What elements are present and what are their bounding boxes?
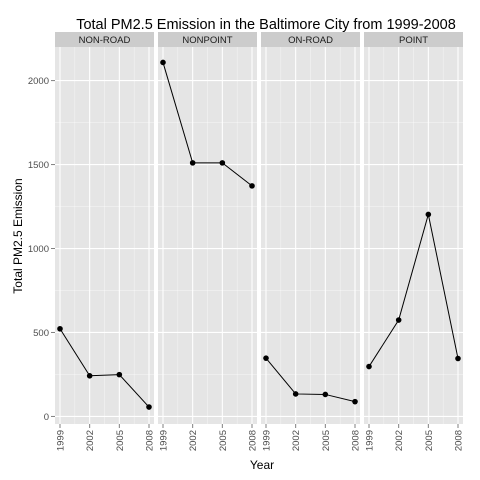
facet-strip — [261, 32, 360, 47]
facet-nonpoint: NONPOINT 1999 2002 2005 2008 — [158, 32, 259, 451]
data-point — [219, 160, 226, 166]
data-point — [86, 373, 93, 379]
y-axis: 0 500 1000 1500 2000 — [28, 76, 55, 423]
x-tick-label: 1999 — [365, 430, 376, 451]
y-tick-label: 1000 — [28, 244, 49, 255]
x-tick-label: 2005 — [218, 430, 229, 451]
data-point — [189, 160, 196, 166]
facet-strip — [158, 32, 257, 47]
data-point — [57, 325, 63, 332]
x-tick-label: 2005 — [115, 430, 126, 451]
x-tick-label: 2005 — [424, 430, 435, 451]
x-tick-label: 2008 — [454, 430, 465, 451]
y-tick-label: 2000 — [28, 76, 49, 87]
x-tick-label: 1999 — [159, 430, 170, 451]
x-tick-label: 2002 — [85, 430, 96, 451]
facet-strip-label: ON-ROAD — [288, 35, 333, 46]
data-point — [160, 59, 166, 66]
data-point — [352, 398, 358, 405]
facet-on-road: ON-ROAD 1999 2002 2005 2008 — [261, 32, 362, 451]
data-point — [263, 355, 269, 361]
x-tick-label: 2002 — [188, 430, 199, 451]
facet-panels: NON-ROAD 1999 2002 2005 2008 NONPOINT 1999 2002… — [55, 32, 465, 451]
facet-strip-label: NONPOINT — [182, 35, 232, 46]
x-tick-label: 2008 — [248, 430, 259, 451]
data-point — [322, 391, 329, 398]
series-line — [368, 214, 459, 367]
x-axis-title: Year — [250, 458, 274, 472]
y-tick-label: 500 — [33, 328, 49, 339]
data-point — [425, 211, 432, 218]
x-tick-label: 2005 — [321, 430, 332, 451]
x-tick-label: 2008 — [145, 430, 156, 451]
series-line — [265, 357, 356, 403]
facet-strip — [55, 32, 154, 47]
facet-strip-label: NON-ROAD — [79, 35, 131, 46]
x-tick-label: 1999 — [262, 430, 273, 451]
data-point — [249, 183, 255, 189]
facet-non-road: NON-ROAD 1999 2002 2005 2008 — [55, 32, 156, 451]
data-point — [292, 391, 299, 397]
facet-strip — [364, 32, 463, 47]
x-tick-label: 2002 — [394, 430, 405, 451]
data-point — [366, 363, 372, 370]
chart-title: Total PM2.5 Emission in the Baltimore Ci… — [76, 17, 456, 33]
series-line — [162, 62, 253, 187]
y-tick-label: 0 — [44, 412, 49, 423]
x-tick-label: 2002 — [291, 430, 302, 451]
facet-strip-label: POINT — [399, 35, 428, 46]
data-point — [455, 355, 461, 362]
facet-point: POINT 1999 2002 2005 2008 — [364, 32, 465, 451]
y-tick-label: 1500 — [28, 160, 49, 171]
data-point — [395, 317, 402, 323]
x-tick-label: 2008 — [351, 430, 362, 451]
data-point — [146, 404, 152, 410]
x-tick-label: 1999 — [56, 430, 67, 451]
y-axis-title: Total PM2.5 Emission — [11, 178, 25, 293]
data-point — [116, 371, 123, 378]
series-line — [59, 328, 150, 408]
